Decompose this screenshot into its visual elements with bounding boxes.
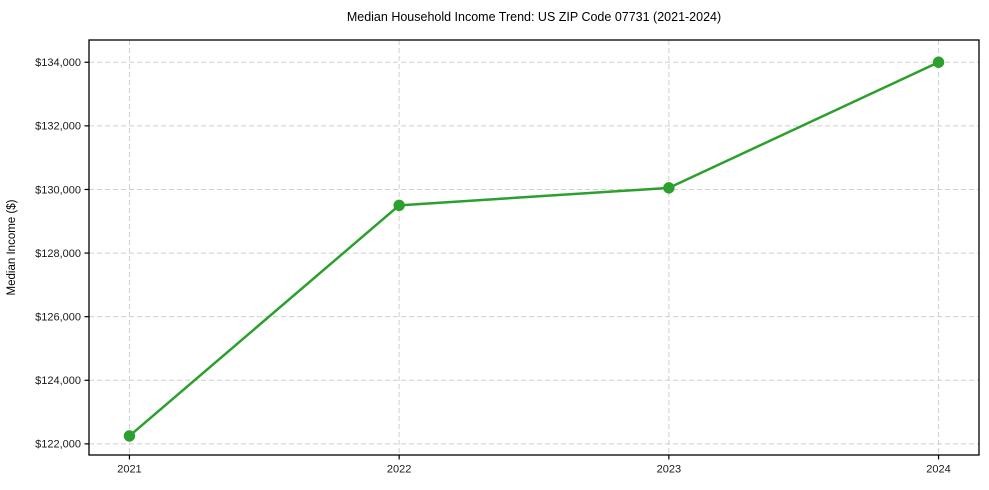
data-point-2023 [663,182,675,194]
y-axis-label: Median Income ($) [6,199,18,295]
y-tick-label: $130,000 [35,184,81,196]
chart-title: Median Household Income Trend: US ZIP Co… [347,10,721,24]
x-tick-label: 2024 [926,464,950,476]
data-point-2021 [123,430,136,442]
y-tick-label: $134,000 [35,57,81,69]
y-tick-label: $132,000 [35,121,81,133]
x-tick-label: 2022 [387,464,411,476]
plot-area [89,40,979,455]
y-tick-label: $122,000 [35,439,81,451]
y-tick-label: $128,000 [35,248,81,260]
x-tick-label: 2023 [657,464,681,476]
trend-line-median-household-income [128,61,940,438]
data-point-2022 [393,199,405,212]
x-tick-label: 2021 [117,464,141,476]
plot-border [88,39,980,456]
data-point-2024 [932,56,945,68]
y-tick-label: $124,000 [35,375,81,387]
y-tick-label: $126,000 [35,311,81,323]
